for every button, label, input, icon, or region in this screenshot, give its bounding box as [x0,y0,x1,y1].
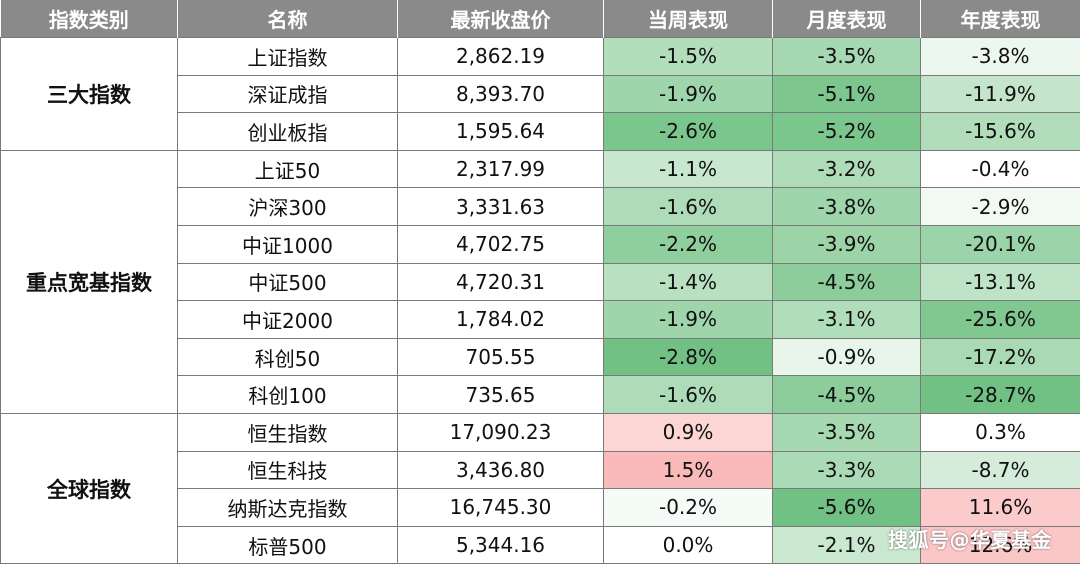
header-year: 年度表现 [921,0,1080,38]
year-cell: -17.2% [921,338,1080,376]
month-cell: -4.5% [773,263,921,301]
category-cell: 三大指数 [1,38,178,151]
month-cell: -0.9% [773,338,921,376]
name-cell: 沪深300 [178,188,398,226]
close-cell: 1,784.02 [398,301,604,339]
week-cell: 0.9% [604,413,773,451]
month-cell: -5.6% [773,489,921,527]
category-cell: 重点宽基指数 [1,150,178,413]
close-cell: 2,317.99 [398,150,604,188]
week-cell: -1.6% [604,376,773,414]
week-cell: -1.9% [604,75,773,113]
name-cell: 深证成指 [178,75,398,113]
close-cell: 4,720.31 [398,263,604,301]
close-cell: 1,595.64 [398,113,604,151]
year-cell: 11.6% [921,489,1080,527]
month-cell: -3.2% [773,150,921,188]
week-cell: 1.5% [604,451,773,489]
name-cell: 恒生指数 [178,413,398,451]
year-cell: -13.1% [921,263,1080,301]
week-cell: -2.6% [604,113,773,151]
name-cell: 上证50 [178,150,398,188]
week-cell: -1.1% [604,150,773,188]
week-cell: 0.0% [604,526,773,564]
header-week: 当周表现 [604,0,773,38]
name-cell: 标普500 [178,526,398,564]
close-cell: 5,344.16 [398,526,604,564]
week-cell: -1.5% [604,38,773,76]
close-cell: 17,090.23 [398,413,604,451]
week-cell: -1.4% [604,263,773,301]
year-cell: -3.8% [921,38,1080,76]
year-cell: -0.4% [921,150,1080,188]
watermark: 搜狐号@华夏基金 [888,524,1052,553]
month-cell: -3.3% [773,451,921,489]
week-cell: -1.9% [604,301,773,339]
week-cell: -0.2% [604,489,773,527]
name-cell: 纳斯达克指数 [178,489,398,527]
month-cell: -3.9% [773,225,921,263]
header-month: 月度表现 [773,0,921,38]
year-cell: -25.6% [921,301,1080,339]
name-cell: 中证500 [178,263,398,301]
month-cell: -3.5% [773,413,921,451]
name-cell: 科创100 [178,376,398,414]
close-cell: 735.65 [398,376,604,414]
year-cell: -11.9% [921,75,1080,113]
year-cell: 0.3% [921,413,1080,451]
month-cell: -5.1% [773,75,921,113]
week-cell: -1.6% [604,188,773,226]
name-cell: 科创50 [178,338,398,376]
year-cell: -2.9% [921,188,1080,226]
name-cell: 上证指数 [178,38,398,76]
name-cell: 恒生科技 [178,451,398,489]
name-cell: 中证1000 [178,225,398,263]
week-cell: -2.2% [604,225,773,263]
header-close: 最新收盘价 [398,0,604,38]
month-cell: -5.2% [773,113,921,151]
year-cell: -28.7% [921,376,1080,414]
close-cell: 8,393.70 [398,75,604,113]
header-category: 指数类别 [1,0,178,38]
close-cell: 4,702.75 [398,225,604,263]
close-cell: 2,862.19 [398,38,604,76]
year-cell: -15.6% [921,113,1080,151]
month-cell: -4.5% [773,376,921,414]
name-cell: 中证2000 [178,301,398,339]
header-name: 名称 [178,0,398,38]
category-cell: 全球指数 [1,413,178,563]
month-cell: -3.1% [773,301,921,339]
close-cell: 3,436.80 [398,451,604,489]
month-cell: -3.5% [773,38,921,76]
header-row: 指数类别 名称 最新收盘价 当周表现 月度表现 年度表现 [1,0,1080,38]
year-cell: -8.7% [921,451,1080,489]
close-cell: 16,745.30 [398,489,604,527]
week-cell: -2.8% [604,338,773,376]
month-cell: -3.8% [773,188,921,226]
close-cell: 705.55 [398,338,604,376]
name-cell: 创业板指 [178,113,398,151]
year-cell: -20.1% [921,225,1080,263]
close-cell: 3,331.63 [398,188,604,226]
